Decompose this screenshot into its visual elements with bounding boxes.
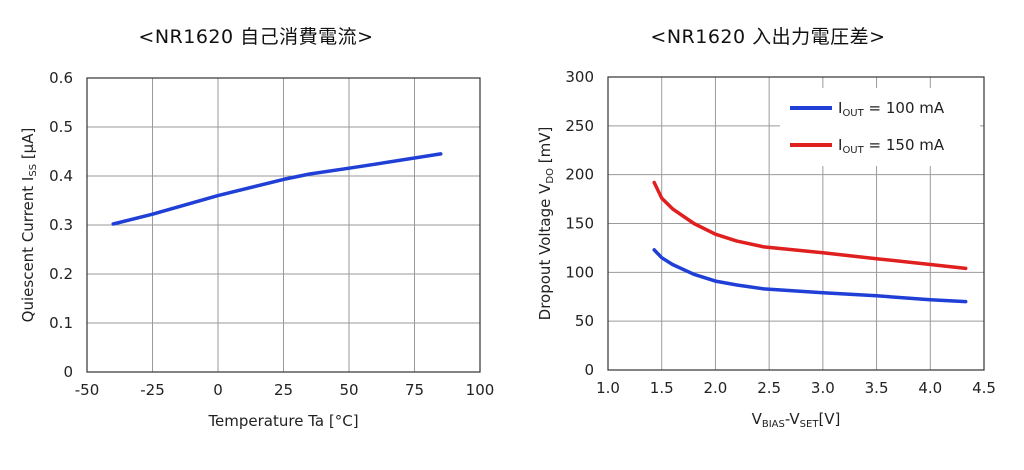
legend-label: IOUT = 100 mA: [838, 99, 945, 119]
x-tick-label: -25: [140, 381, 165, 399]
y-tick-label: 250: [565, 117, 594, 135]
series-line-1: [652, 248, 968, 304]
y-tick-label: 50: [575, 312, 594, 330]
y-tick-label: 0.4: [49, 167, 73, 185]
x-tick-label: 0: [213, 381, 223, 399]
y-tick-label: 0: [63, 363, 73, 381]
x-tick-label: 3.5: [865, 379, 889, 397]
y-tick-label: 0.1: [49, 314, 73, 332]
series-line-1: [111, 152, 443, 226]
dropout-voltage-chart: <NR1620 入出力電圧差> 1.0 1.5 2.0 2.5 3.0 3.5 4.0 4.5…: [512, 0, 1024, 470]
legend-label: IOUT = 150 mA: [838, 136, 945, 156]
y-tick-label: 0.2: [49, 265, 73, 283]
y-axis-label: Dropout Voltage VDO [mV]: [536, 127, 556, 321]
dropout-voltage-plot: 1.0 1.5 2.0 2.5 3.0 3.5 4.0 4.5 0 50 100 150 200 250 3…: [536, 68, 996, 430]
y-tick-label: 0.3: [49, 216, 73, 234]
y-tick-label: 0.6: [49, 69, 73, 87]
y-tick-label: 0.5: [49, 118, 73, 136]
x-axis-label: VBIAS-VSET[V]: [752, 410, 841, 430]
y-axis-label: Quiescent Current ISS [µA]: [19, 128, 39, 323]
y-tick-label: 100: [565, 263, 594, 281]
x-tick-label: 3.0: [811, 379, 835, 397]
y-tick-label: 300: [565, 68, 594, 86]
x-tick-label: 1.5: [650, 379, 674, 397]
y-tick-label: 0: [584, 361, 594, 379]
x-tick-label: 4.5: [972, 379, 996, 397]
y-tick-label: 150: [565, 215, 594, 233]
quiescent-current-plot: -50 -25 0 25 50 75 100 0 0.1 0.2 0.3 0.4 0.5 0.6 Tempe…: [19, 69, 495, 430]
plot-frame: [86, 77, 481, 373]
quiescent-current-chart: <NR1620 自己消費電流> -50 -25 0 25 50 75 100 0 0.1 0.2 0…: [19, 26, 495, 430]
x-tick-label: 1.0: [596, 379, 620, 397]
x-tick-label: 25: [274, 381, 293, 399]
x-tick-label: 100: [466, 381, 495, 399]
series-line-2: [652, 180, 968, 271]
chart-title: <NR1620 自己消費電流>: [138, 26, 374, 48]
x-tick-label: 75: [405, 381, 424, 399]
x-tick-label: 2.0: [703, 379, 727, 397]
x-tick-label: 50: [339, 381, 358, 399]
x-tick-label: -50: [75, 381, 100, 399]
chart-title: <NR1620 入出力電圧差>: [650, 26, 886, 48]
y-tick-label: 200: [565, 166, 594, 184]
x-tick-label: 2.5: [757, 379, 781, 397]
legend-box: [780, 88, 980, 166]
x-tick-label: 4.0: [918, 379, 942, 397]
plot-frame: [607, 76, 985, 371]
x-axis-label: Temperature Ta [°C]: [207, 412, 358, 430]
